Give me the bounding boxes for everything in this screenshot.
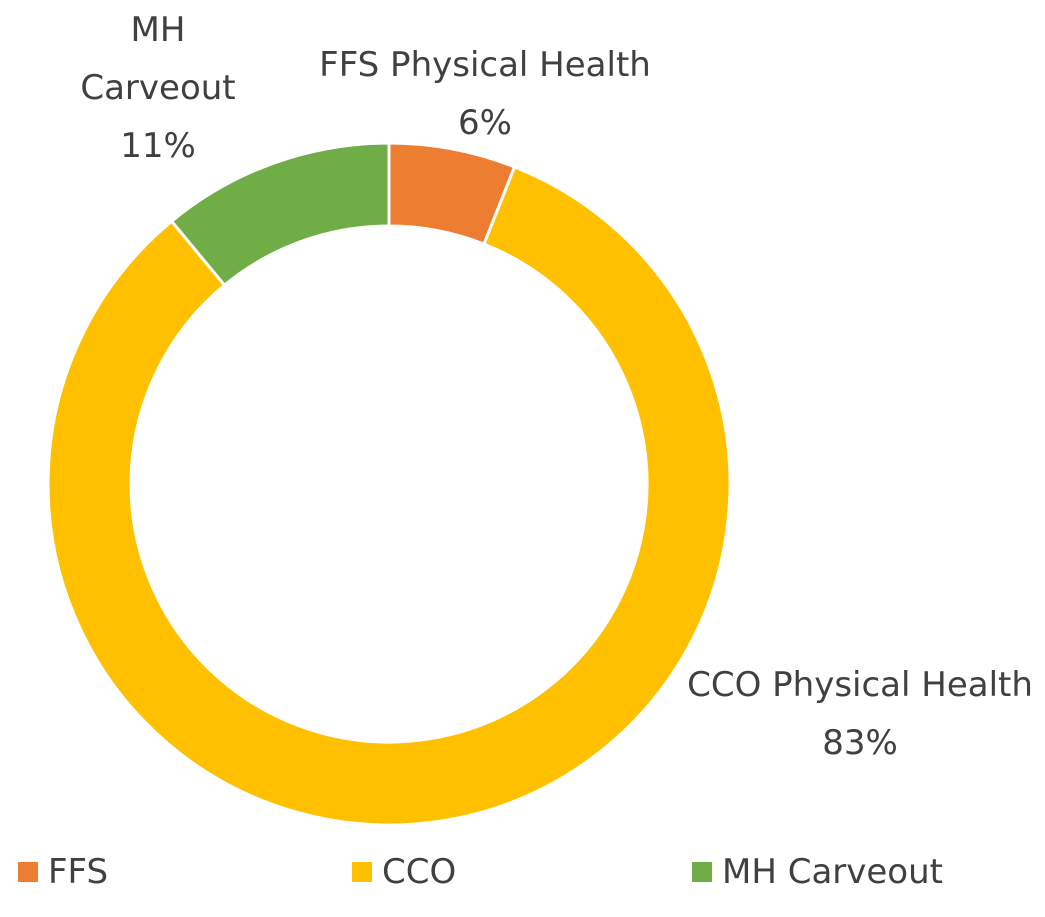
- data-label-value: 6%: [458, 103, 512, 143]
- legend-item: CCO: [352, 848, 456, 896]
- donut-slice: [46, 164, 732, 827]
- legend-item: MH Carveout: [692, 848, 943, 896]
- legend-item: FFS: [18, 848, 108, 896]
- legend-label: CCO: [382, 852, 457, 892]
- data-label-name: FFS Physical Health: [319, 45, 651, 85]
- legend-swatch: [692, 862, 712, 882]
- legend-label: MH Carveout: [722, 852, 943, 892]
- data-label: CCO Physical Health 83%: [660, 656, 1045, 772]
- legend-swatch: [18, 862, 38, 882]
- data-label-name: CCO Physical Health: [687, 665, 1033, 705]
- legend-label: FFS: [48, 852, 109, 892]
- donut-slice: [169, 141, 391, 288]
- data-label: MH Carveout 11%: [78, 1, 238, 175]
- data-label-value: 11%: [120, 126, 196, 166]
- legend-swatch: [352, 862, 372, 882]
- data-label: FFS Physical Health 6%: [285, 36, 685, 152]
- data-label-value: 83%: [822, 723, 898, 763]
- data-label-name: MH Carveout: [80, 10, 236, 108]
